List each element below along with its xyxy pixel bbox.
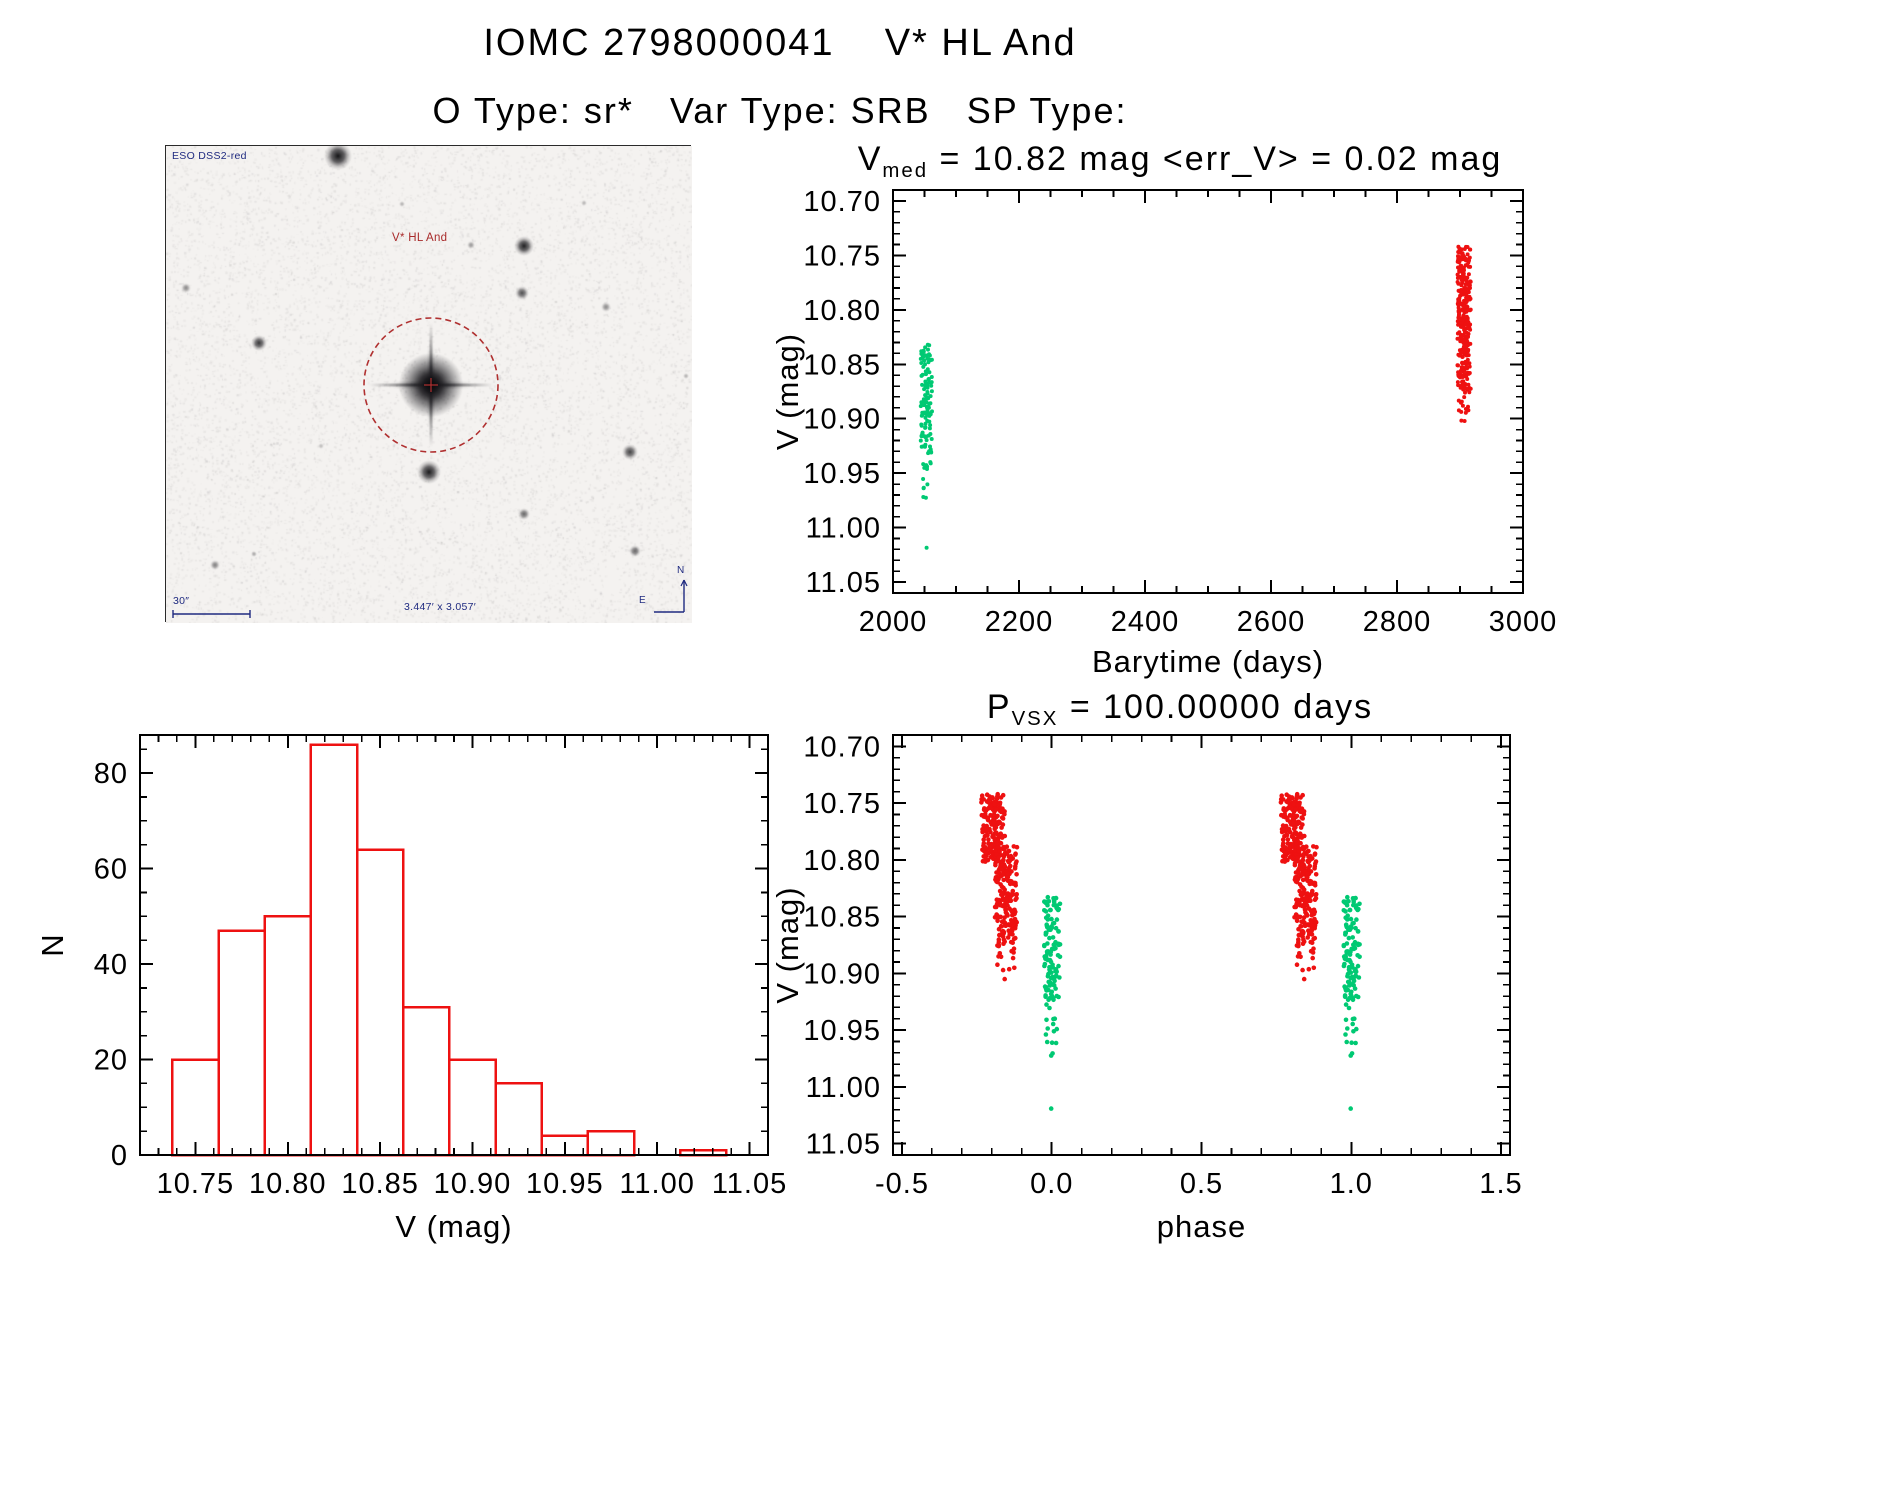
svg-text:11.00: 11.00 [806, 513, 881, 545]
page-subtitle: O Type: sr* Var Type: SRB SP Type: [432, 90, 1128, 131]
svg-text:10.75: 10.75 [803, 240, 881, 272]
svg-text:10.75: 10.75 [157, 1168, 235, 1200]
svg-text:10.75: 10.75 [803, 788, 881, 820]
svg-text:10.85: 10.85 [803, 902, 881, 934]
svg-text:10.85: 10.85 [341, 1168, 419, 1200]
svg-text:10.70: 10.70 [803, 731, 881, 763]
svg-text:60: 60 [94, 854, 128, 886]
svg-text:2000: 2000 [859, 606, 928, 638]
svg-text:10.95: 10.95 [526, 1168, 604, 1200]
svg-text:10.95: 10.95 [803, 458, 881, 490]
svg-text:80: 80 [94, 758, 128, 790]
svg-text:10.80: 10.80 [803, 845, 881, 877]
scalebar-label: 30″ [173, 595, 190, 607]
svg-text:Barytime (days): Barytime (days) [1092, 644, 1324, 679]
svg-text:V (mag): V (mag) [770, 333, 805, 450]
svg-text:3000: 3000 [1489, 606, 1558, 638]
svg-text:11.00: 11.00 [806, 1072, 881, 1104]
compass-north-label: N [677, 565, 685, 576]
compass-east-label: E [639, 595, 646, 606]
svg-text:2800: 2800 [1363, 606, 1432, 638]
svg-text:V (mag): V (mag) [395, 1209, 512, 1244]
svg-text:10.95: 10.95 [803, 1015, 881, 1047]
svg-text:40: 40 [94, 949, 128, 981]
svg-text:-0.5: -0.5 [875, 1168, 929, 1200]
starfield-overlay [172, 317, 688, 618]
svg-text:1.0: 1.0 [1330, 1168, 1373, 1200]
svg-text:2400: 2400 [1111, 606, 1180, 638]
svg-text:V (mag): V (mag) [770, 886, 805, 1003]
phase-folded-plot: -0.5 0.0 0.5 1.0 1.5 10.70 10.75 10.80 10.85 10.9… [770, 731, 1522, 1244]
svg-text:1.5: 1.5 [1479, 1168, 1522, 1200]
svg-text:10.70: 10.70 [803, 186, 881, 218]
fov-label: 3.447′ x 3.057′ [404, 601, 477, 613]
svg-text:20: 20 [94, 1045, 128, 1077]
svg-text:11.05: 11.05 [712, 1168, 787, 1200]
svg-text:0.0: 0.0 [1030, 1168, 1073, 1200]
starfield-image: ESO DSS2-red V* HL And 30″ 3.447′ x 3.05… [165, 145, 692, 623]
page-title: IOMC 2798000041 V* HL And [483, 22, 1077, 64]
svg-text:10.90: 10.90 [803, 404, 881, 436]
svg-text:11.00: 11.00 [619, 1168, 694, 1200]
svg-text:0: 0 [111, 1140, 128, 1172]
svg-text:2200: 2200 [985, 606, 1054, 638]
svg-text:10.90: 10.90 [434, 1168, 512, 1200]
svg-text:11.05: 11.05 [806, 1129, 881, 1161]
target-star-label: V* HL And [392, 232, 448, 244]
svg-text:10.90: 10.90 [803, 958, 881, 990]
svg-text:0.5: 0.5 [1180, 1168, 1223, 1200]
svg-text:10.80: 10.80 [803, 295, 881, 327]
magnitude-histogram: 10.75 10.80 10.85 10.90 10.95 11.00 11.05 0 20 40… [35, 734, 787, 1244]
lightcurve-plot: 2000 2200 2400 2600 2800 3000 10.70 10.75 10.80 1… [770, 186, 1558, 679]
phase-plot-title: PVSX = 100.00000 days [986, 688, 1374, 731]
svg-text:N: N [35, 933, 70, 956]
svg-text:10.80: 10.80 [249, 1168, 327, 1200]
svg-text:11.05: 11.05 [806, 567, 881, 599]
lightcurve-title: Vmed = 10.82 mag <err_V> = 0.02 mag [857, 140, 1503, 183]
svg-text:phase: phase [1157, 1209, 1246, 1244]
svg-text:10.85: 10.85 [803, 349, 881, 381]
survey-label: ESO DSS2-red [172, 150, 247, 162]
svg-text:2600: 2600 [1237, 606, 1306, 638]
